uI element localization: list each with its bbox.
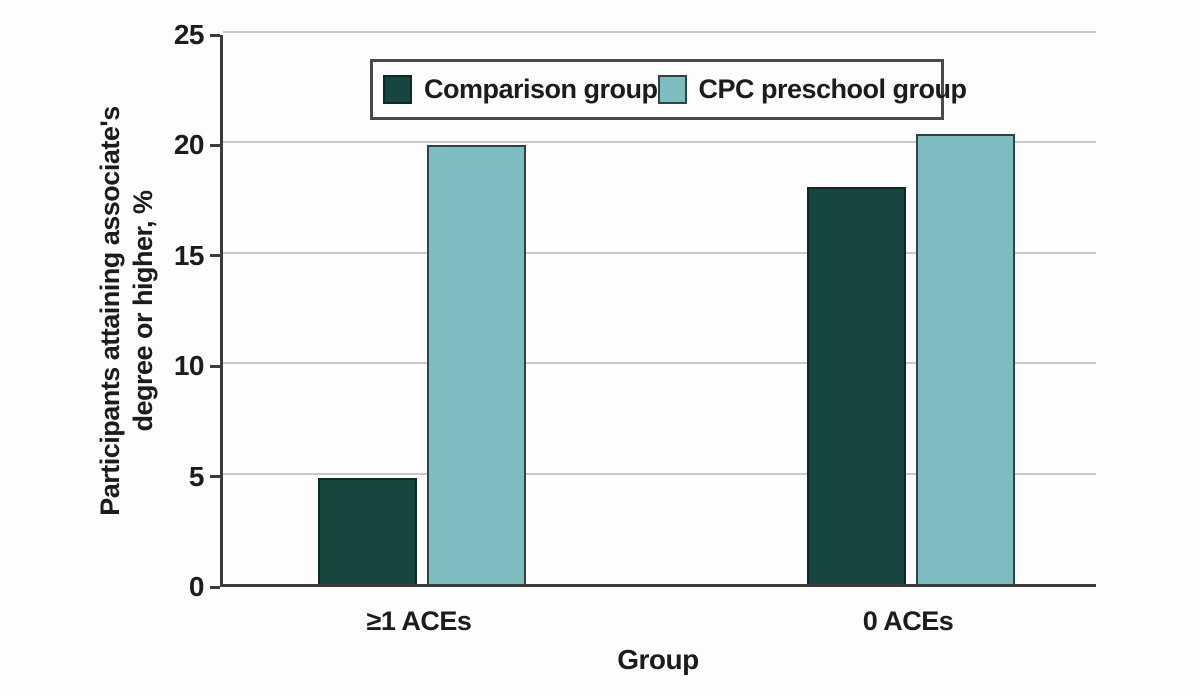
legend-label-cpc-preschool-group: CPC preschool group bbox=[698, 74, 968, 104]
x-tick-label-1-aces: ≥1 ACEs bbox=[366, 606, 472, 636]
y-tick-label-15: 15 bbox=[173, 239, 205, 271]
bar-cpc-preschool-group-1-aces bbox=[427, 144, 526, 584]
y-tick-mark-15 bbox=[210, 254, 220, 258]
y-tick-label-10: 10 bbox=[173, 350, 205, 382]
y-tick-mark-10 bbox=[210, 364, 220, 368]
legend-entry-cpc-preschool: CPC preschool group bbox=[657, 74, 968, 105]
y-tick-mark-20 bbox=[210, 143, 220, 147]
plot-area bbox=[220, 31, 1096, 587]
y-axis-title-line2: degree or higher, % bbox=[128, 190, 158, 432]
legend-entry-comparison: Comparison group bbox=[383, 74, 658, 105]
y-tick-label-0: 0 bbox=[188, 571, 205, 602]
legend-swatch-cpc-preschool-group bbox=[657, 75, 687, 104]
y-axis-title: Participants attaining associate's degre… bbox=[94, 106, 160, 516]
legend-swatch-comparison-group bbox=[383, 75, 412, 104]
x-axis-title: Group bbox=[617, 644, 699, 675]
y-tick-mark-5 bbox=[210, 475, 220, 479]
bar-comparison-group-1-aces bbox=[318, 478, 417, 584]
y-tick-label-25: 25 bbox=[173, 19, 205, 50]
y-axis-title-line1: Participants attaining associate's bbox=[95, 106, 125, 516]
gridline-20 bbox=[223, 141, 1096, 144]
legend: Comparison group CPC preschool group bbox=[370, 59, 967, 120]
gridline-10 bbox=[223, 362, 1096, 365]
y-tick-label-20: 20 bbox=[173, 129, 205, 161]
legend-label-comparison-group: Comparison group bbox=[424, 74, 658, 104]
bar-comparison-group-0-aces bbox=[807, 186, 906, 584]
x-tick-label-0-aces: 0 ACEs bbox=[862, 606, 954, 636]
y-tick-label-5: 5 bbox=[188, 460, 205, 492]
gridline-25 bbox=[223, 31, 1096, 33]
gridline-15 bbox=[223, 251, 1096, 254]
gridline-5 bbox=[223, 472, 1096, 475]
bar-cpc-preschool-group-0-aces bbox=[916, 133, 1015, 584]
y-tick-mark-0 bbox=[210, 585, 220, 589]
y-tick-mark-25 bbox=[210, 33, 220, 37]
